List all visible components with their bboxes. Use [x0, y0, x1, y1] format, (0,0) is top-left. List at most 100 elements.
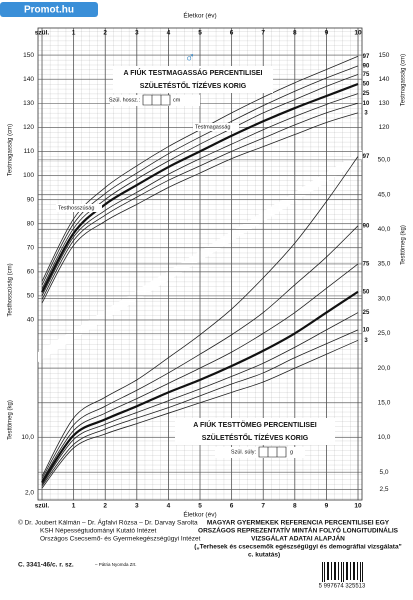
x-axis-title: Életkor (év): [183, 510, 216, 519]
x-tick-label: 3: [135, 30, 139, 37]
x-tick-label: 1: [72, 30, 76, 37]
footer-printer: – Pátria Nyomda Zrt.: [95, 562, 137, 567]
x-tick-label: 9: [325, 30, 329, 37]
weight-box: [175, 418, 335, 445]
x-tick-label: szül.: [35, 30, 50, 37]
badge: Promot.hu: [24, 5, 74, 16]
y-tick-label: 90: [27, 196, 35, 203]
badge-bg: [0, 2, 98, 17]
x-tick-label: 10: [354, 30, 362, 37]
y-axis-title-right: Testmagasság (cm): [401, 54, 407, 106]
weight-unit: g: [290, 449, 293, 455]
percentile-curve: [41, 312, 359, 485]
percentile-label: 97: [363, 154, 370, 160]
y-right-tick-label: 120: [379, 124, 390, 131]
y2-tick-label: 5,0: [379, 469, 388, 476]
y2-left-tick-label: 2,0: [25, 490, 34, 497]
weight-box-title: SZÜLETÉSTŐL TÍZÉVES KORIG: [202, 433, 309, 442]
annotation-bg: [56, 204, 102, 212]
y2-tick-label: 35,0: [378, 261, 391, 268]
y-tick-label: 40: [27, 317, 35, 324]
x-tick-label: 8: [293, 30, 297, 37]
y-tick-label: 80: [27, 220, 35, 227]
percentile-label: 75: [363, 72, 370, 78]
x-tick-label: 4: [167, 30, 171, 37]
y2-tick-label: 2,5: [379, 486, 388, 493]
percentile-label: 75: [363, 262, 370, 268]
footer-authors: KSH Népességtudományi Kutató Intézet: [40, 528, 157, 535]
percentile-label: 3: [364, 110, 368, 116]
annotation-bg: [193, 123, 239, 131]
y-tick-label: 120: [23, 124, 34, 131]
y2-tick-label: 15,0: [378, 399, 391, 406]
y2-tick-label: 45,0: [378, 191, 391, 198]
x-tick-label: 6: [230, 503, 234, 510]
x-tick-label: 4: [167, 503, 171, 510]
percentile-label: 25: [363, 91, 370, 97]
male-symbol: ♂: [185, 49, 196, 65]
annotation: Testhosszúság: [58, 205, 94, 211]
y2-tick-label: 50,0: [378, 157, 391, 164]
x-tick-label: 2: [103, 503, 107, 510]
y2-tick-label: 10,0: [378, 434, 391, 441]
y-right-tick-label: 150: [379, 52, 390, 59]
x-tick-label: 1: [72, 503, 76, 510]
annotation: Testmagasság: [195, 124, 230, 130]
percentile-label: 10: [363, 101, 370, 107]
x-tick-label: 5: [198, 30, 202, 37]
weight-field: Szül. súly:: [231, 449, 257, 455]
percentile-label: 25: [363, 310, 370, 316]
percentile-label: 50: [363, 289, 370, 295]
percentile-label: 3: [364, 338, 368, 344]
y2-tick-label: 25,0: [378, 330, 391, 337]
footer-authors: Országos Csecsemő- és Gyermekegészségügy…: [40, 536, 201, 543]
input-boxes: [258, 446, 287, 458]
percentile-curve: [41, 225, 359, 479]
footer-source: ORSZÁGOS REPREZENTATÍV MINTÁN FOLYÓ LONG…: [198, 526, 399, 535]
percentile-curve: [41, 263, 359, 481]
y-tick-label: 60: [27, 269, 35, 276]
x-tick-label: szül.: [35, 503, 50, 510]
x-tick-label: 7: [261, 503, 265, 510]
x-axis-title: Életkor (év): [183, 11, 216, 20]
percentile-label: 10: [363, 327, 370, 333]
y-tick-label: 130: [23, 100, 34, 107]
height-box-title: A FIÚK TESTMAGASSÁG PERCENTILISEI: [124, 68, 263, 77]
footer-source: c. kutatás): [248, 552, 280, 559]
x-tick-label: 7: [261, 30, 265, 37]
x-tick-label: 10: [354, 503, 362, 510]
barcode-number: 5 997674 325513: [319, 584, 366, 590]
percentile-label: 97: [363, 54, 370, 60]
y-tick-label: 100: [23, 172, 34, 179]
height-unit: cm: [173, 97, 181, 103]
x-tick-label: 9: [325, 503, 329, 510]
percentile-curve: [41, 82, 359, 293]
x-tick-label: 2: [103, 30, 107, 37]
percentile-label: 90: [363, 223, 370, 229]
y-tick-label: 70: [27, 244, 35, 251]
x-tick-label: 3: [135, 503, 139, 510]
y2-axis-title-right: Testtömeg (kg): [401, 225, 407, 265]
percentile-curve: [41, 65, 359, 286]
y2-tick-label: 20,0: [378, 365, 391, 372]
footer-authors: © Dr. Joubert Kálmán – Dr. Ágfalvi Rózsa…: [18, 518, 198, 527]
footer-source: MAGYAR GYERMEKEK REFERENCIA PERCENTILISE…: [207, 520, 390, 527]
barcode: [322, 562, 363, 582]
percentile-curve: [41, 290, 359, 484]
height-field: Szül. hossz.:: [109, 97, 141, 103]
footer-source: („Terhesek és csecsemők egészségügyi és …: [194, 544, 402, 551]
y-right-tick-label: 140: [379, 76, 390, 83]
percentile-curve: [41, 112, 359, 304]
y-axis-title-lower: Testhosszúság (cm): [8, 263, 14, 316]
y-tick-label: 110: [24, 148, 35, 155]
percentile-curve: [41, 93, 359, 297]
footer-source: VIZSGÁLAT ADATAI ALAPJÁN: [251, 534, 345, 543]
y2-tick-label: 30,0: [378, 295, 391, 302]
x-tick-label: 5: [198, 503, 202, 510]
percentile-curve: [41, 339, 359, 489]
y-axis-title: Testmagasság (cm): [8, 124, 14, 176]
y-tick-label: 140: [23, 76, 34, 83]
input-boxes: [142, 94, 171, 106]
y2-left-tick-label: 10,0: [21, 434, 34, 441]
